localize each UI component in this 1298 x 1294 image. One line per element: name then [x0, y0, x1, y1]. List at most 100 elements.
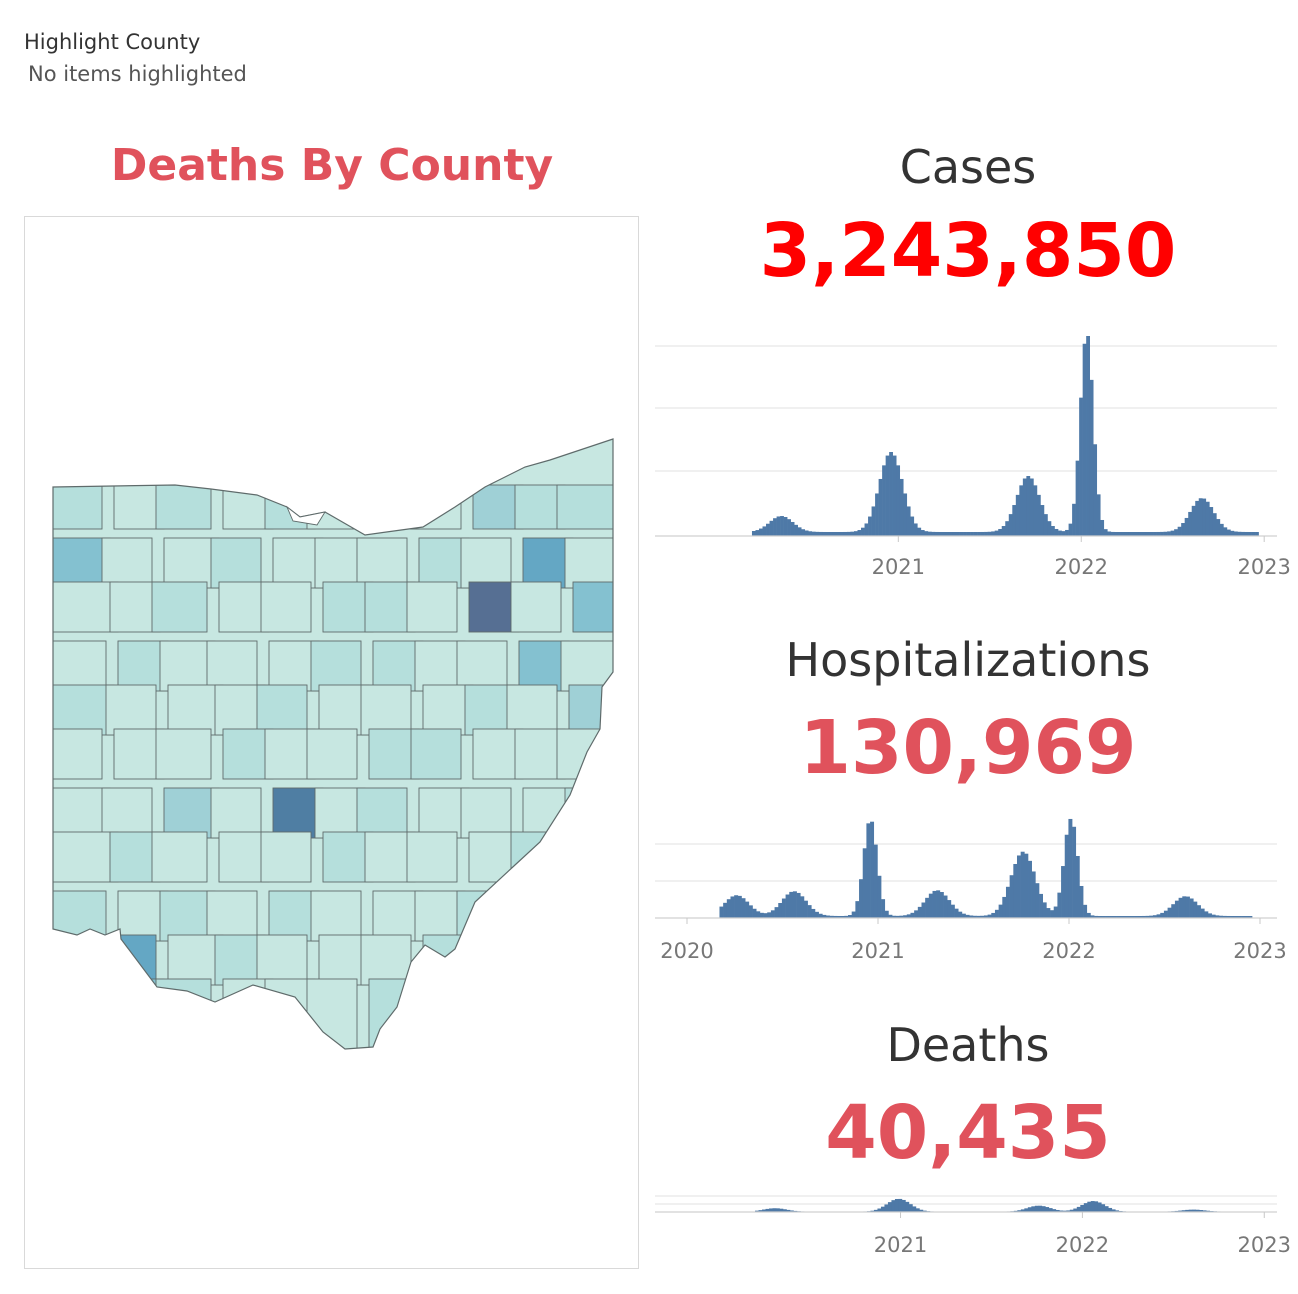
county-shape[interactable] [368, 978, 420, 1055]
county-shape[interactable] [210, 787, 262, 839]
county-shape[interactable] [210, 537, 262, 589]
county-shape[interactable] [456, 640, 508, 692]
county-shape[interactable] [306, 728, 358, 780]
county-shape[interactable] [360, 934, 412, 986]
county-shape[interactable] [568, 684, 615, 736]
county-shape[interactable] [155, 484, 212, 530]
county-shape[interactable] [163, 537, 220, 589]
filter-value[interactable]: No items highlighted [28, 62, 247, 86]
chart-bar [1055, 1209, 1060, 1212]
ohio-county-map[interactable] [25, 217, 638, 1268]
county-shape[interactable] [53, 640, 107, 692]
chart-bar [1062, 1210, 1067, 1212]
county-shape[interactable] [53, 581, 119, 633]
county-shape[interactable] [310, 640, 362, 692]
county-shape[interactable] [564, 787, 615, 839]
county-shape[interactable] [514, 978, 566, 1055]
county-shape[interactable] [159, 640, 216, 692]
county-shape[interactable] [53, 728, 103, 780]
county-shape[interactable] [564, 537, 615, 589]
county-shape[interactable] [422, 934, 474, 986]
county-shape[interactable] [151, 831, 208, 883]
county-shape[interactable] [518, 890, 570, 942]
chart-bar [1090, 1201, 1095, 1212]
chart-bar [818, 531, 823, 536]
chart-bar [789, 891, 794, 918]
chart-bar [1191, 505, 1196, 536]
county-shape[interactable] [464, 934, 516, 986]
county-shape[interactable] [163, 787, 220, 839]
county-shape[interactable] [306, 978, 358, 1055]
county-shape[interactable] [113, 978, 165, 1055]
county-shape[interactable] [410, 728, 462, 780]
county-shape[interactable] [101, 537, 153, 589]
county-shape[interactable] [472, 978, 524, 1055]
chart-bar [943, 895, 948, 918]
county-shape[interactable] [410, 484, 462, 530]
county-shape[interactable] [53, 934, 115, 986]
chart-bar [825, 531, 830, 536]
county-shape[interactable] [406, 831, 458, 883]
county-shape[interactable] [101, 787, 153, 839]
county-shape[interactable] [556, 484, 615, 530]
chart-bar [811, 531, 816, 536]
chart-bar [870, 821, 875, 918]
chart-bar [875, 493, 879, 536]
county-shape[interactable] [260, 581, 312, 633]
county-shape[interactable] [53, 537, 111, 589]
county-shape[interactable] [510, 581, 562, 633]
county-shape[interactable] [256, 684, 308, 736]
cases-chart[interactable]: 2021 2022 2023 [655, 318, 1291, 588]
county-shape[interactable] [456, 890, 508, 942]
county-shape[interactable] [105, 684, 157, 736]
county-shape[interactable] [560, 890, 615, 942]
chart-bar [1029, 478, 1034, 536]
chart-bar [1024, 853, 1029, 918]
county-map-panel[interactable] [24, 216, 639, 1269]
county-shape[interactable] [167, 934, 224, 986]
county-shape[interactable] [406, 581, 458, 633]
county-shape[interactable] [260, 831, 312, 883]
county-shape[interactable] [151, 581, 208, 633]
county-shape[interactable] [53, 787, 111, 839]
county-shape[interactable] [572, 581, 615, 633]
county-shape[interactable] [206, 640, 258, 692]
county-shape[interactable] [222, 978, 274, 1055]
county-shape[interactable] [53, 978, 103, 1055]
county-shape[interactable] [53, 484, 103, 530]
county-shape[interactable] [510, 831, 562, 883]
county-shape[interactable] [155, 728, 212, 780]
chart-bar [1097, 916, 1102, 918]
county-shape[interactable] [506, 684, 558, 736]
chart-bar [741, 898, 746, 918]
county-shape[interactable] [105, 934, 157, 986]
county-shape[interactable] [53, 684, 115, 736]
county-shape[interactable] [206, 890, 258, 942]
county-shape[interactable] [356, 537, 408, 589]
county-shape[interactable] [368, 484, 420, 530]
county-shape[interactable] [460, 537, 512, 589]
county-shape[interactable] [53, 831, 119, 883]
chart-bar [1192, 1209, 1197, 1212]
county-shape[interactable] [568, 934, 615, 986]
chart-bar [1181, 1210, 1186, 1212]
hospitalizations-chart[interactable]: 2020 2021 2022 2023 [655, 810, 1287, 970]
chart-bar [1042, 902, 1047, 918]
county-shape[interactable] [506, 934, 558, 986]
county-shape[interactable] [310, 890, 362, 942]
highlight-county-filter[interactable]: Highlight County No items highlighted [24, 30, 247, 86]
chart-bar [922, 1210, 927, 1212]
county-shape[interactable] [556, 978, 615, 1055]
chart-bar [1024, 1208, 1029, 1212]
chart-bar [726, 899, 731, 918]
county-shape[interactable] [460, 787, 512, 839]
county-shape[interactable] [572, 831, 615, 883]
chart-bar [864, 523, 869, 536]
county-shape[interactable] [360, 684, 412, 736]
deaths-chart[interactable]: 2021 2022 2023 [655, 1188, 1291, 1268]
county-shape[interactable] [410, 978, 462, 1055]
chart-bar [959, 532, 964, 536]
county-shape[interactable] [256, 934, 308, 986]
county-shape[interactable] [356, 787, 408, 839]
county-shape[interactable] [560, 640, 615, 692]
